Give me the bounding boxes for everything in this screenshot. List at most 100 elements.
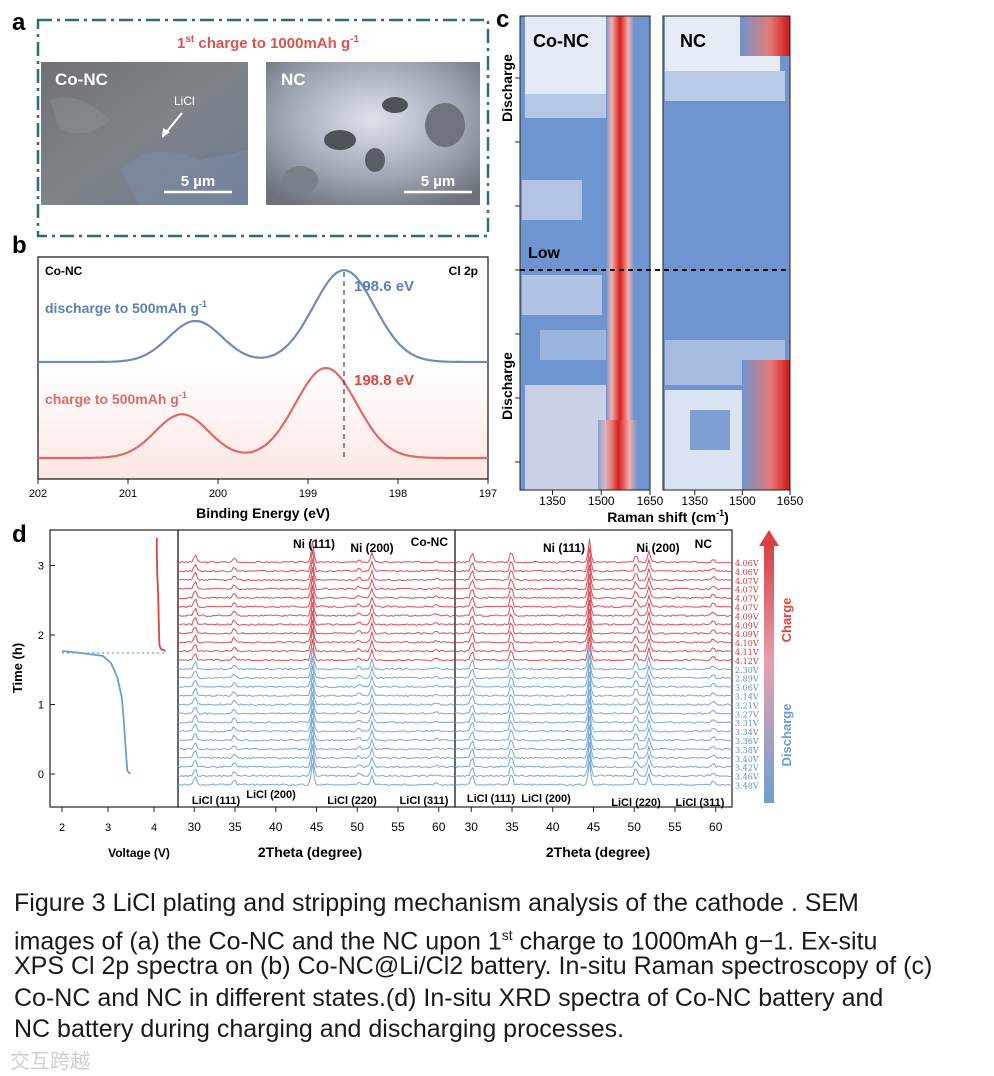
- xrd-voltage-label: 3.42V: [735, 764, 759, 773]
- xrd-pattern: [454, 608, 733, 635]
- caption-line-5: NC battery during charging and dischargi…: [14, 1015, 625, 1043]
- xps-x-tick-label: 202: [29, 488, 47, 500]
- xrd-pattern: [177, 638, 456, 662]
- charge-region-bg: [38, 365, 488, 479]
- xrd-pattern: [177, 602, 456, 626]
- xrd-pattern: [177, 744, 456, 769]
- xrd-voltage-label: 3.27V: [735, 710, 759, 719]
- xrd-x-tick-label: 40: [269, 820, 283, 834]
- raman-x-tick-label: 1350: [539, 494, 566, 508]
- charge-discharge-bar: [764, 545, 774, 803]
- xrd-conc-patterns: [177, 540, 456, 787]
- xrd-x-tick-label: 35: [505, 820, 519, 834]
- panel-letter-b: b: [12, 232, 27, 259]
- voltage-axis-label: Voltage (V): [108, 846, 170, 860]
- raman-x-tick-label: 1650: [637, 494, 664, 508]
- figure-caption: Figure 3 LiCl plating and stripping mech…: [14, 888, 982, 1046]
- scale-bar-label-right: 5 µm: [421, 173, 456, 190]
- xrd-x-tick-label: 30: [188, 820, 202, 834]
- xrd-voltage-label: 3.31V: [735, 719, 759, 728]
- voltage-x-tick-label: 3: [105, 822, 111, 834]
- xrd-x-tick-label: 50: [351, 820, 365, 834]
- panel-letter-c: c: [496, 6, 509, 33]
- xrd-voltage-label: 3.40V: [735, 755, 759, 764]
- raman-x-tick-label: 1500: [729, 494, 756, 508]
- voltage-time-ticks: 0 1 2 3 2 3 4: [38, 561, 157, 835]
- xrd-nc-licl200: LiCl (200): [521, 793, 571, 805]
- xrd-pattern: [454, 591, 733, 617]
- xrd-nc-patterns: [454, 538, 733, 787]
- xrd-pattern: [177, 691, 456, 715]
- voltage-discharge-curve: [61, 650, 131, 775]
- time-y-tick-label: 3: [38, 561, 44, 573]
- xps-discharge-curve: [38, 269, 488, 364]
- licl-arrow-label: LiCl: [174, 94, 195, 108]
- xrd-pattern: [454, 654, 733, 680]
- xrd-x-tick-label: 50: [628, 820, 642, 834]
- charge-arrow-icon: [759, 530, 779, 546]
- xrd-voltage-label: 4.09V: [735, 630, 759, 639]
- xrd-nc-licl220: LiCl (220): [611, 797, 661, 809]
- xrd-pattern: [454, 761, 733, 787]
- xrd-pattern: [177, 558, 456, 582]
- xrd-pattern: [454, 752, 733, 778]
- raman-x-tick-label: 1500: [588, 494, 615, 508]
- xrd-voltage-labels: 4.06V4.06V4.07V4.07V4.07V4.07V4.09V4.09V…: [735, 559, 759, 791]
- xrd-x-tick-label: 60: [432, 820, 446, 834]
- raman-title-conc: Co-NC: [533, 31, 589, 51]
- raman-band-conc: [606, 16, 634, 490]
- xrd-pattern: [454, 742, 733, 769]
- xrd-voltage-label: 4.07V: [735, 586, 759, 595]
- xrd-pattern: [454, 547, 733, 573]
- watermark: 交互跨越: [10, 1049, 90, 1073]
- xrd-nc-x-ticks: 30 35 40 45 50 55 60: [465, 807, 723, 834]
- caption-line-4: Co-NC and NC in different states.(d) In-…: [14, 983, 884, 1012]
- xps-x-tick-label: 200: [209, 488, 227, 500]
- voltage-x-tick-label: 4: [151, 822, 157, 834]
- xrd-voltage-label: 3.14V: [735, 693, 759, 702]
- xrd-voltage-label: 4.07V: [735, 577, 759, 586]
- xrd-x-tick-label: 45: [587, 820, 601, 834]
- caption-line-3: XPS Cl 2p spectra on (b) Co-NC@Li/Cl2 ba…: [14, 952, 933, 980]
- raman-title-nc: NC: [680, 31, 706, 51]
- xrd-voltage-label: 4.12V: [735, 657, 759, 666]
- time-axis-label: Time (h): [10, 643, 25, 693]
- xps-plot-frame: [37, 256, 489, 480]
- raman-ylabel-top: Discharge: [499, 54, 515, 122]
- xrd-voltage-label: 3.36V: [735, 737, 759, 746]
- xrd-pattern: [177, 628, 456, 653]
- xps-x-tick-label: 197: [479, 488, 497, 500]
- xrd-conc-licl200: LiCl (200): [246, 789, 296, 801]
- voltage-charge-curve: [155, 537, 166, 652]
- xrd-conc-licl311: LiCl (311): [400, 795, 449, 807]
- xrd-voltage-label: 3.21V: [735, 701, 759, 710]
- xrd-voltage-label: 4.06V: [735, 559, 759, 568]
- raman-band-nc-top: [740, 16, 790, 56]
- xrd-conc-licl111: LiCl (111): [192, 795, 241, 807]
- raman-x-axis-label: Raman shift (cm-1): [607, 508, 729, 525]
- xrd-x-tick-label: 30: [465, 820, 479, 834]
- xps-sample-label: Co-NC: [45, 264, 83, 278]
- time-y-tick-label: 1: [38, 700, 44, 712]
- xrd-voltage-label: 3.38V: [735, 746, 759, 755]
- xrd-voltage-label: 2.30V: [735, 666, 759, 675]
- xrd-x-tick-label: 55: [668, 820, 682, 834]
- xps-x-tick-label: 198: [389, 488, 407, 500]
- xrd-nc-licl111: LiCl (111): [467, 793, 516, 805]
- xrd-conc-ni200: Ni (200): [350, 541, 393, 555]
- xrd-pattern: [178, 575, 456, 600]
- scale-bar-label-left: 5 µm: [181, 173, 216, 190]
- discharge-label: discharge to 500mAh g-1: [45, 299, 207, 316]
- xrd-voltage-label: 3.48V: [735, 782, 759, 791]
- xrd-pattern: [177, 619, 456, 644]
- xrd-voltage-label: 4.10V: [735, 639, 759, 648]
- low-label: Low: [528, 245, 561, 262]
- xrd-pattern: [177, 735, 456, 760]
- xps-x-tick-label: 199: [299, 488, 317, 500]
- panel-a: a 1st charge to 1000mAh g-1 Co-NC LiCl 5…: [12, 9, 490, 238]
- discharge-peak-label: 198.6 eV: [354, 278, 414, 295]
- panel-letter-d: d: [12, 521, 27, 548]
- xrd-x-tick-label: 45: [310, 820, 324, 834]
- xrd-x-tick-label: 60: [709, 820, 723, 834]
- xps-x-tick-label: 201: [119, 488, 137, 500]
